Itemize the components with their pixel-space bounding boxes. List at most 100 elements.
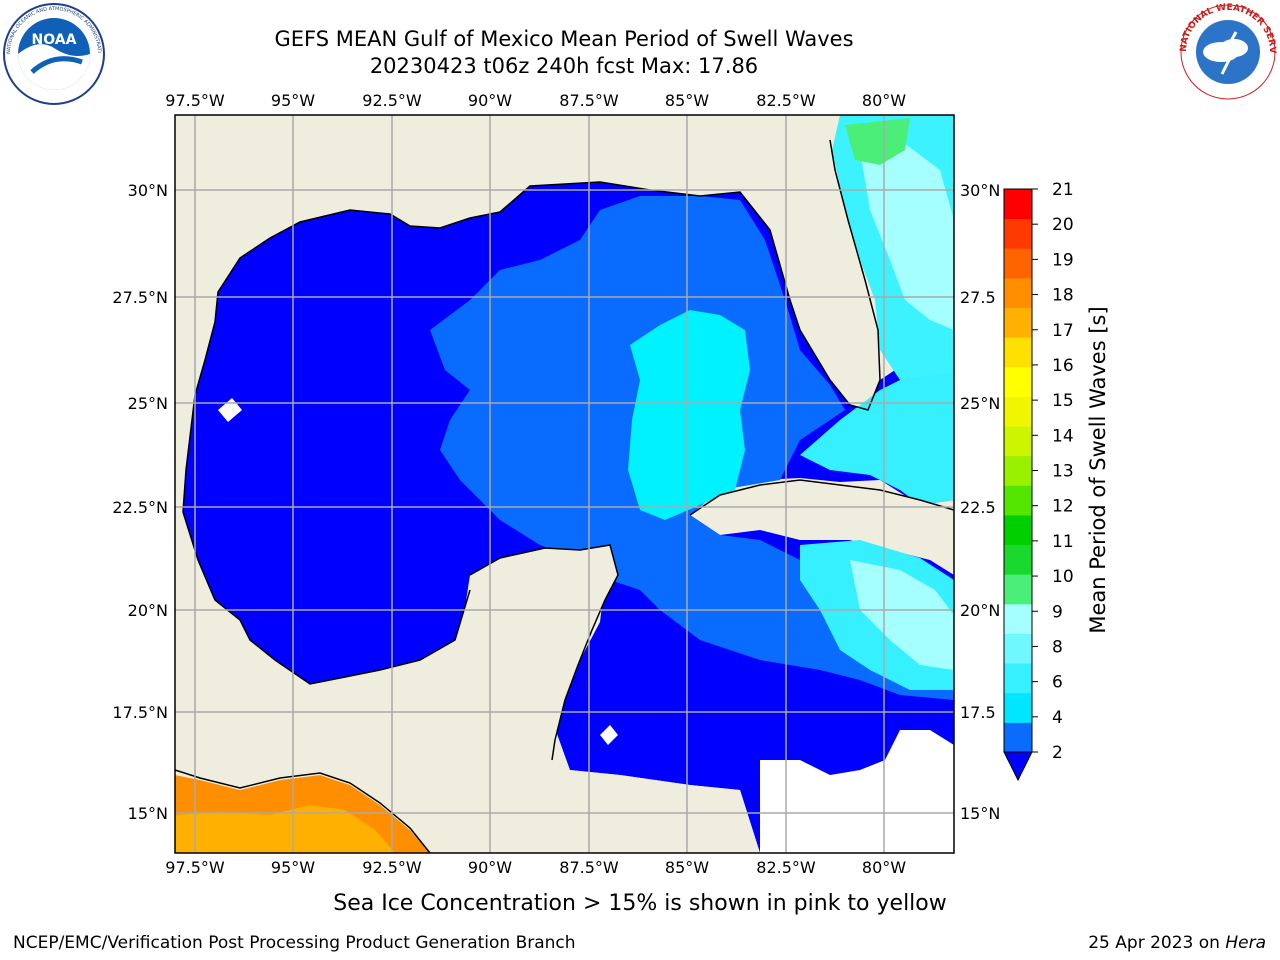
lon-label: 80°W [862, 91, 906, 110]
colorbar-segment [1004, 337, 1032, 368]
colorbar-tick-label: 10 [1052, 567, 1074, 587]
map-content [175, 115, 954, 853]
lon-labels-bottom: 97.5°W 95°W 92.5°W 90°W 87.5°W 85°W 82.5… [165, 858, 906, 877]
sea-ice-note: Sea Ice Concentration > 15% is shown in … [333, 891, 947, 916]
colorbar-tick-label: 15 [1052, 391, 1074, 411]
colorbar-segment [1004, 574, 1032, 605]
lat-label: 17.5 [960, 703, 996, 722]
nodata-small-1 [218, 398, 242, 422]
colorbar-segment [1004, 544, 1032, 575]
lat-label: 25°N [128, 394, 168, 413]
gulf-cyan-region [628, 310, 750, 520]
lon-labels-top: 97.5°W 95°W 92.5°W 90°W 87.5°W 85°W 82.5… [165, 91, 906, 110]
noaa-logo-text: NOAA [32, 32, 77, 48]
colorbar-tick-label: 2 [1052, 743, 1063, 763]
lon-label: 87.5°W [559, 91, 619, 110]
cuba-land [690, 480, 954, 560]
lon-label: 90°W [468, 858, 512, 877]
lon-label: 82.5°W [756, 91, 816, 110]
colorbar-segment [1004, 248, 1032, 279]
colorbar-segment [1004, 485, 1032, 516]
map-frame [174, 114, 955, 854]
colorbar-tick-label: 20 [1052, 215, 1074, 235]
colorbar-label: Mean Period of Swell Waves [s] [1086, 306, 1110, 634]
map-title: GEFS MEAN Gulf of Mexico Mean Period of … [274, 27, 854, 51]
colorbar-segment [1004, 603, 1032, 634]
colorbar-tick-label: 11 [1052, 532, 1074, 552]
colorbar-tick-label: 8 [1052, 637, 1063, 657]
lon-label: 90°W [468, 91, 512, 110]
colorbar-tick-label: 12 [1052, 497, 1074, 517]
coastline [175, 139, 954, 853]
colorbar-segment [1004, 633, 1032, 664]
colorbar-extend-arrow [1003, 751, 1033, 782]
nodata-caribbean [760, 730, 954, 853]
lon-label: 85°W [665, 858, 709, 877]
lon-label: 87.5°W [559, 858, 619, 877]
noaa-logo: NOAA NATIONAL OCEANIC AND ATMOSPHERIC AD… [2, 2, 105, 105]
lat-label: 15°N [960, 804, 1000, 823]
nodata-small-2 [600, 725, 618, 745]
lat-label: 30°N [128, 181, 168, 200]
colorbar-segment [1004, 189, 1032, 220]
lat-label: 20°N [960, 601, 1000, 620]
lat-label: 27.5°N [112, 288, 168, 307]
colorbar-segment [1004, 455, 1032, 486]
us-gulf-coast-land [175, 115, 770, 480]
florida-straits-cyan [800, 372, 954, 505]
colorbar-segment [1004, 722, 1032, 753]
lon-label: 92.5°W [362, 858, 422, 877]
lat-label: 30°N [960, 181, 1000, 200]
colorbar-tick-label: 18 [1052, 286, 1074, 306]
lon-label: 95°W [271, 91, 315, 110]
lon-label: 97.5°W [165, 91, 225, 110]
lat-label: 22.5°N [112, 498, 168, 517]
run-host: Hera [1225, 933, 1266, 953]
colorbar-tick-label: 19 [1052, 250, 1074, 270]
lat-labels-left: 30°N 27.5°N 25°N 22.5°N 20°N 17.5°N 15°N [112, 181, 168, 823]
lon-label: 97.5°W [165, 858, 225, 877]
colorbar-segment [1004, 663, 1032, 694]
lat-label: 25°N [960, 394, 1000, 413]
lon-label: 95°W [271, 858, 315, 877]
colorbar-ticks: 21 20 19 18 17 16 15 14 13 12 11 10 9 8 6 4 2 [1032, 180, 1074, 763]
colorbar-segment [1004, 396, 1032, 427]
colorbar-segment [1004, 218, 1032, 249]
lat-label: 27.5 [960, 288, 996, 307]
colorbar-segment [1004, 692, 1032, 723]
colorbar-tick-label: 17 [1052, 321, 1074, 341]
lat-labels-right: 30°N 27.5 25°N 22.5 20°N 17.5 15°N [960, 181, 1000, 823]
central-america-land [175, 512, 760, 853]
colorbar-tick-label: 4 [1052, 708, 1063, 728]
lon-label: 92.5°W [362, 91, 422, 110]
colorbar-segment [1004, 514, 1032, 546]
producer-credit: NCEP/EMC/Verification Post Processing Pr… [13, 933, 576, 953]
colorbar-tick-label: 13 [1052, 462, 1074, 482]
colorbar-tick-label: 9 [1052, 602, 1063, 622]
colorbar-tick-label: 6 [1052, 673, 1063, 693]
lat-label: 22.5 [960, 498, 996, 517]
lon-label: 82.5°W [756, 858, 816, 877]
pacific-amber [175, 805, 395, 853]
lat-label: 20°N [128, 601, 168, 620]
run-date-text: 25 Apr 2023 on [1088, 933, 1226, 953]
graticule [175, 115, 954, 853]
colorbar-segment [1004, 366, 1032, 397]
colorbar-segment [1004, 277, 1032, 309]
caribbean-light-cyan [850, 560, 954, 670]
yucatan-land [460, 545, 618, 760]
colorbar [1003, 188, 1033, 782]
lat-label: 15°N [128, 804, 168, 823]
colorbar-tick-label: 16 [1052, 356, 1074, 376]
colorbar-tick-label: 14 [1052, 426, 1074, 446]
florida-land [770, 115, 880, 400]
lon-label: 80°W [862, 858, 906, 877]
colorbar-segment [1004, 307, 1032, 338]
run-date: 25 Apr 2023 on Hera [1088, 933, 1266, 953]
lon-label: 85°W [665, 91, 709, 110]
colorbar-tick-label: 21 [1052, 180, 1074, 200]
atlantic-green [845, 118, 910, 165]
lat-label: 17.5°N [112, 703, 168, 722]
map-subtitle: 20230423 t06z 240h fcst Max: 17.86 [369, 54, 759, 78]
